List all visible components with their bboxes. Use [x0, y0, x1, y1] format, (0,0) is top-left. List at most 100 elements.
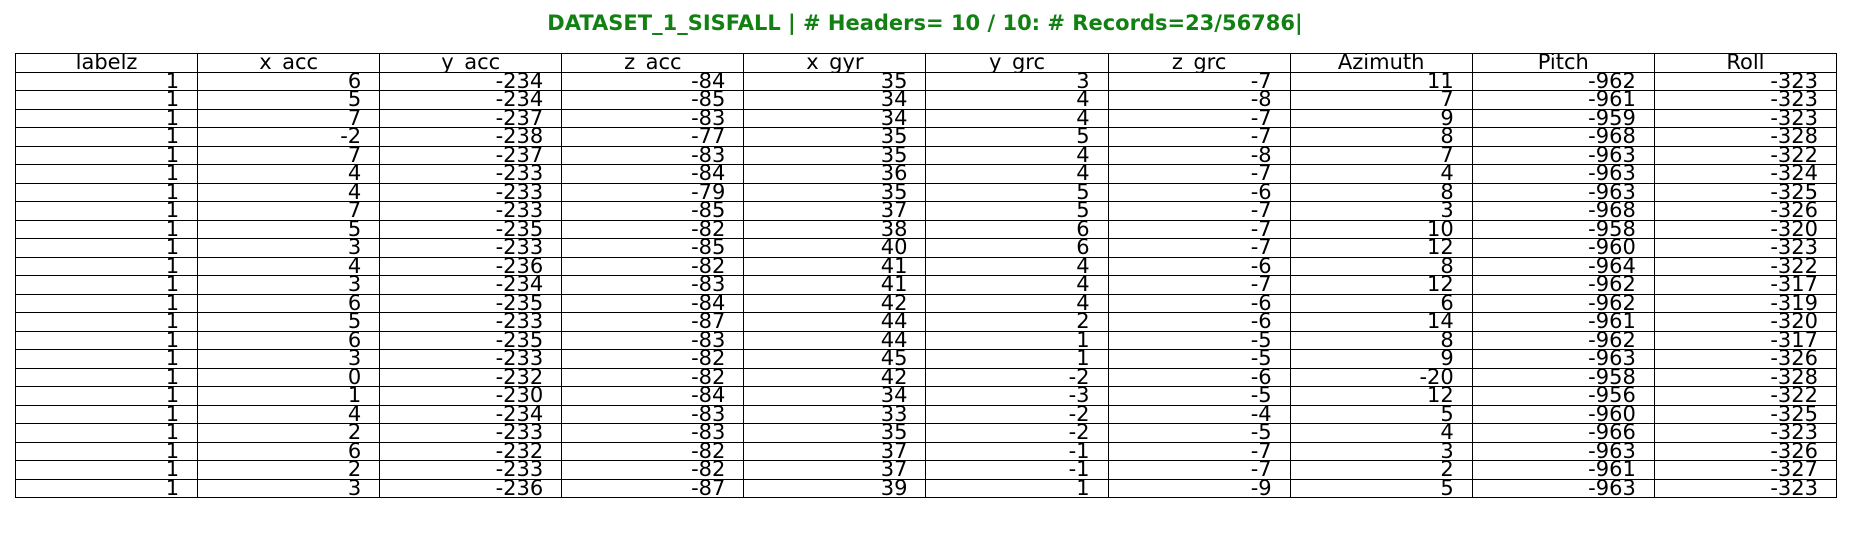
table-cell-z-grc: -8 — [1107, 145, 1291, 165]
table-cell-z-grc: -7 — [1107, 108, 1291, 128]
table-cell-labelz: 1 — [14, 293, 199, 313]
table-cell-roll: -323 — [1653, 71, 1838, 91]
table-cell-z-acc: -84 — [561, 164, 745, 184]
table-cell-y-acc: -233 — [379, 460, 563, 480]
table-row: 1 -2 -238 -77 35 5 -7 8 -968 -328 — [14, 127, 1838, 147]
table-cell-x-acc: 4 — [197, 256, 381, 276]
table-cell-y-acc: -233 — [379, 312, 563, 332]
table-cell-labelz: 1 — [14, 238, 199, 258]
table-cell-z-grc: -7 — [1107, 275, 1291, 295]
table-cell-pitch: -958 — [1471, 367, 1655, 387]
table-cell-labelz: 1 — [14, 330, 199, 350]
table-cell-x-gyr: 42 — [743, 367, 927, 387]
table-cell-roll: -317 — [1653, 330, 1838, 350]
table-cell-y-grc: -2 — [925, 423, 1109, 443]
table-cell-y-grc: 1 — [925, 349, 1109, 369]
table-cell-z-acc: -83 — [561, 275, 745, 295]
table-cell-azimuth: 12 — [1289, 386, 1473, 406]
table-cell-x-acc: 4 — [197, 164, 381, 184]
table-cell-roll: -324 — [1653, 164, 1838, 184]
table-cell-z-acc: -82 — [561, 219, 745, 239]
table-cell-y-grc: -1 — [925, 460, 1109, 480]
table-cell-x-gyr: 38 — [743, 219, 927, 239]
table-cell-roll: -325 — [1653, 182, 1838, 202]
table-cell-z-grc: -7 — [1107, 441, 1291, 461]
table-header: labelz x_acc y_acc z_acc x_gyr y_grc z_grc Azim… — [14, 53, 1838, 73]
table-cell-azimuth: 8 — [1289, 330, 1473, 350]
column-header-z-acc: z_acc — [561, 53, 745, 73]
table-cell-pitch: -960 — [1471, 404, 1655, 424]
table-cell-z-grc: -5 — [1107, 330, 1291, 350]
table-cell-x-acc: 3 — [197, 478, 381, 498]
table-cell-y-grc: 4 — [925, 145, 1109, 165]
table-cell-x-acc: 3 — [197, 275, 381, 295]
table-cell-labelz: 1 — [14, 256, 199, 276]
table-cell-y-grc: 5 — [925, 127, 1109, 147]
table-cell-y-acc: -234 — [379, 404, 563, 424]
table-cell-pitch: -962 — [1471, 330, 1655, 350]
table-cell-pitch: -962 — [1471, 293, 1655, 313]
table-cell-y-acc: -235 — [379, 219, 563, 239]
table-cell-pitch: -968 — [1471, 201, 1655, 221]
table-cell-azimuth: 8 — [1289, 127, 1473, 147]
table-cell-z-grc: -5 — [1107, 386, 1291, 406]
table-cell-labelz: 1 — [14, 275, 199, 295]
table-cell-y-grc: 4 — [925, 256, 1109, 276]
table-row: 1 3 -234 -83 41 4 -7 12 -962 -317 — [14, 275, 1838, 295]
table-cell-azimuth: 12 — [1289, 275, 1473, 295]
table-cell-x-gyr: 35 — [743, 71, 927, 91]
table-row: 1 5 -233 -87 44 2 -6 14 -961 -320 — [14, 312, 1838, 332]
table-row: 1 4 -233 -84 36 4 -7 4 -963 -324 — [14, 164, 1838, 184]
table-cell-pitch: -968 — [1471, 127, 1655, 147]
table-cell-z-grc: -7 — [1107, 164, 1291, 184]
table-cell-y-grc: 4 — [925, 108, 1109, 128]
table-cell-x-gyr: 36 — [743, 164, 927, 184]
table-cell-roll: -325 — [1653, 404, 1838, 424]
table-cell-x-acc: 6 — [197, 441, 381, 461]
table-cell-pitch: -966 — [1471, 423, 1655, 443]
table-cell-x-acc: 2 — [197, 460, 381, 480]
table-cell-y-acc: -232 — [379, 441, 563, 461]
table-cell-z-grc: -6 — [1107, 367, 1291, 387]
table-cell-z-acc: -82 — [561, 460, 745, 480]
table-cell-pitch: -963 — [1471, 478, 1655, 498]
table-row: 1 6 -234 -84 35 3 -7 11 -962 -323 — [14, 71, 1838, 91]
table-cell-x-gyr: 34 — [743, 90, 927, 110]
table-row: 1 3 -236 -87 39 1 -9 5 -963 -323 — [14, 478, 1838, 498]
table-cell-roll: -320 — [1653, 312, 1838, 332]
table-cell-x-acc: 6 — [197, 71, 381, 91]
column-header-y-acc: y_acc — [379, 53, 563, 73]
table-cell-x-acc: 7 — [197, 145, 381, 165]
table-cell-azimuth: 14 — [1289, 312, 1473, 332]
table-cell-x-gyr: 33 — [743, 404, 927, 424]
table-cell-y-grc: 1 — [925, 478, 1109, 498]
table-cell-azimuth: 7 — [1289, 145, 1473, 165]
table-cell-z-acc: -83 — [561, 404, 745, 424]
table-cell-x-gyr: 41 — [743, 256, 927, 276]
table-cell-x-gyr: 44 — [743, 312, 927, 332]
table-cell-x-gyr: 45 — [743, 349, 927, 369]
table-cell-y-acc: -234 — [379, 71, 563, 91]
table-cell-z-acc: -77 — [561, 127, 745, 147]
table-cell-azimuth: 2 — [1289, 460, 1473, 480]
table-cell-labelz: 1 — [14, 71, 199, 91]
table-cell-x-acc: 6 — [197, 330, 381, 350]
table-cell-y-acc: -232 — [379, 367, 563, 387]
table-cell-x-gyr: 37 — [743, 201, 927, 221]
table-cell-z-grc: -6 — [1107, 256, 1291, 276]
table-cell-pitch: -963 — [1471, 349, 1655, 369]
table-cell-z-grc: -6 — [1107, 182, 1291, 202]
table-cell-azimuth: 5 — [1289, 404, 1473, 424]
table-cell-pitch: -959 — [1471, 108, 1655, 128]
table-cell-pitch: -963 — [1471, 145, 1655, 165]
table-cell-y-grc: 4 — [925, 275, 1109, 295]
table-cell-labelz: 1 — [14, 349, 199, 369]
table-row: 1 6 -235 -83 44 1 -5 8 -962 -317 — [14, 330, 1838, 350]
table-cell-pitch: -961 — [1471, 460, 1655, 480]
table-cell-azimuth: 6 — [1289, 293, 1473, 313]
table-row: 1 4 -233 -79 35 5 -6 8 -963 -325 — [14, 182, 1838, 202]
table-cell-azimuth: 11 — [1289, 71, 1473, 91]
table-cell-azimuth: 5 — [1289, 478, 1473, 498]
table-cell-roll: -322 — [1653, 256, 1838, 276]
table-cell-z-grc: -6 — [1107, 293, 1291, 313]
